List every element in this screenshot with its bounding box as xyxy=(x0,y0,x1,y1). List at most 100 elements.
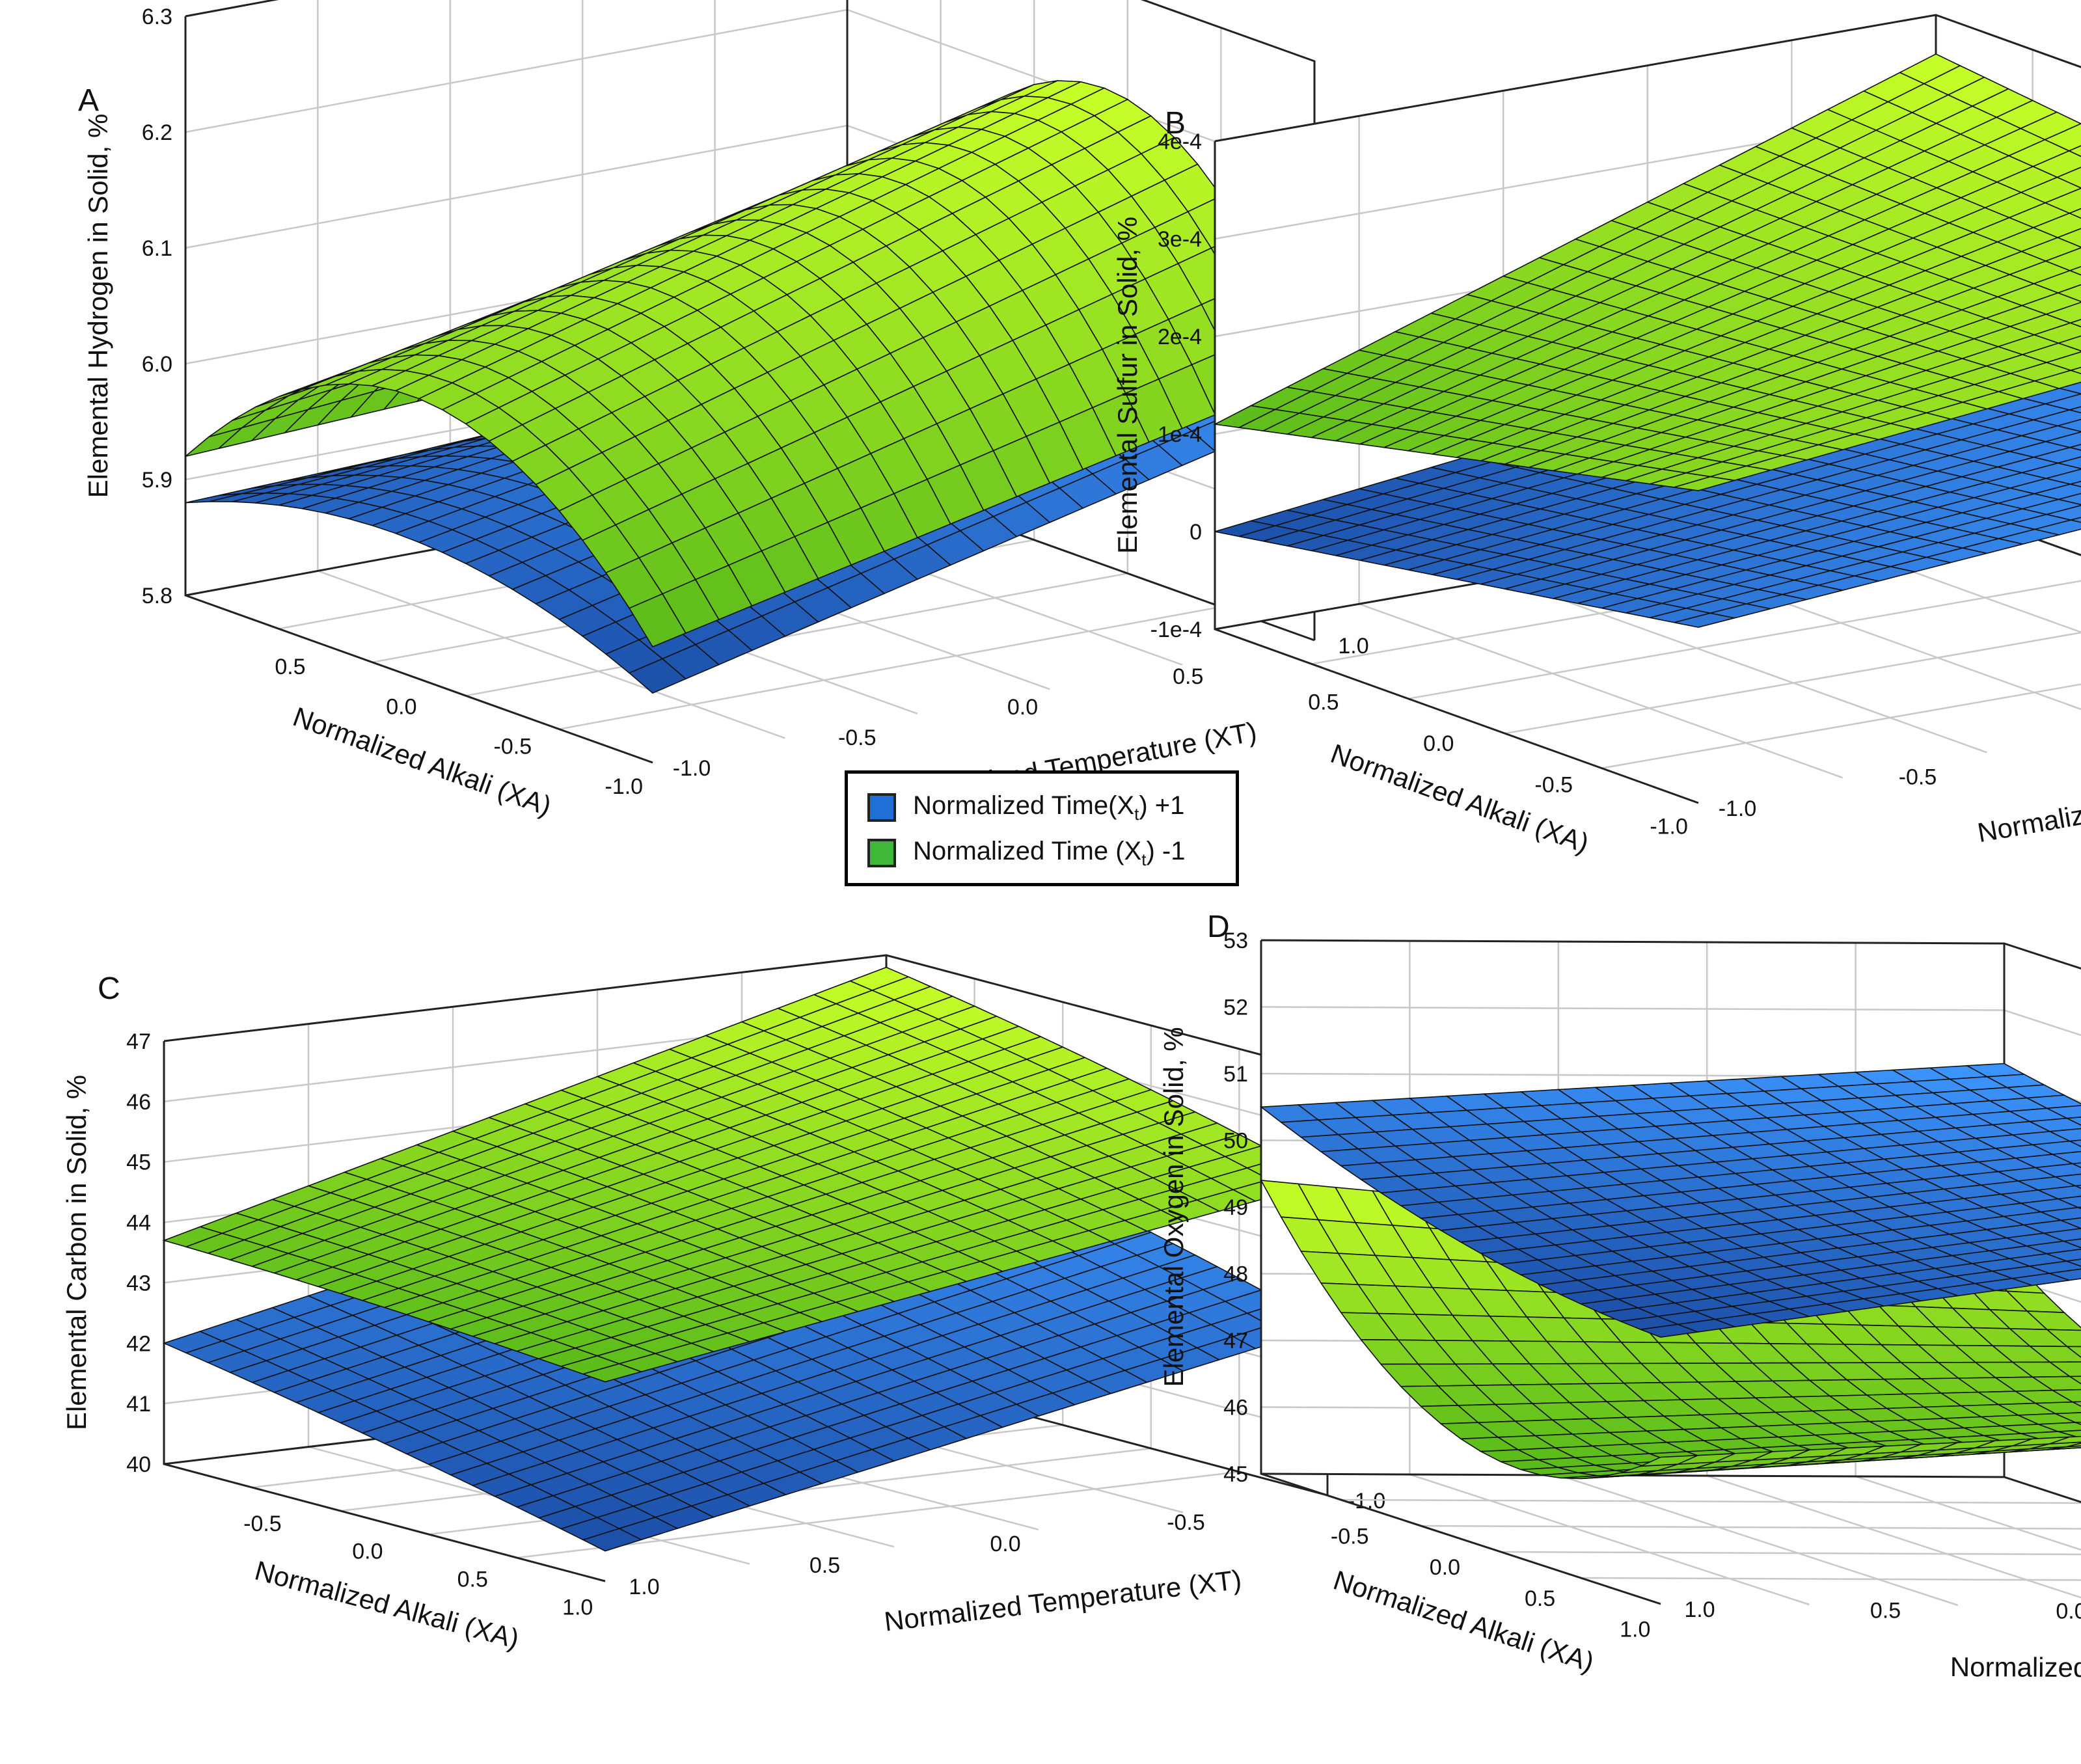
z-axis-title: Elemental Oxygen in Solid, % xyxy=(1158,1027,1189,1387)
z-tick-label: 1e-4 xyxy=(1158,422,1202,447)
y-tick-label: 0.0 xyxy=(1007,695,1038,720)
y-axis-title: Normalized Temperature (XT) xyxy=(882,1564,1243,1637)
z-tick-label: -1e-4 xyxy=(1150,617,1202,642)
x-tick-label: 0.0 xyxy=(1430,1555,1460,1580)
z-tick-label: 46 xyxy=(126,1090,151,1115)
panel-letter: C xyxy=(98,971,120,1006)
z-tick-label: 6.1 xyxy=(142,236,172,261)
y-tick-label: 0.0 xyxy=(990,1532,1020,1556)
floor-gridline xyxy=(1421,1525,2081,1530)
x-tick-label: -1.0 xyxy=(605,774,644,799)
y-tick-label: 1.0 xyxy=(1684,1597,1715,1622)
panel-letter: A xyxy=(78,83,99,118)
surface-patch xyxy=(2068,208,2081,219)
y-tick-label: 0.5 xyxy=(809,1553,840,1578)
z-tick-labels: 45 46 47 48 49 50 51 52 53 -0.5 0.0 0.5 1.0 1.0 0.5 0.0… xyxy=(1223,929,2081,1642)
z-tick-label: 0 xyxy=(1190,520,1202,545)
surface-patch xyxy=(2071,517,2081,523)
surface-patch xyxy=(628,658,687,694)
panel-b-sulfur-chart: -1e-4 0 1e-4 2e-4 3e-4 4e-4 0.5 0.0 -0.5 -1.0 -1.0… xyxy=(1112,14,2081,859)
legend-item-time-plus: Normalized Time(Xt) +1 xyxy=(867,788,1184,827)
floor-gridline xyxy=(1706,1474,2081,1599)
x-tick-label: -0.5 xyxy=(494,735,532,759)
floor-gridline xyxy=(1503,578,1987,753)
z-tick-label: 40 xyxy=(126,1452,151,1477)
y-tick-label: 0.0 xyxy=(2056,1599,2081,1624)
panel-letter: D xyxy=(1207,910,1230,944)
y-tick-label: -0.5 xyxy=(838,726,877,750)
z-tick-label: 47 xyxy=(1223,1329,1248,1353)
z-tick-label: 47 xyxy=(126,1029,151,1054)
y-axis-title: Normalized Temperature (XT) xyxy=(1975,756,2081,848)
legend-label: Normalized Time (Xt) -1 xyxy=(913,836,1186,869)
z-tick-label: 51 xyxy=(1223,1062,1248,1087)
frame-edge xyxy=(1214,14,2081,142)
legend-label: Normalized Time(Xt) +1 xyxy=(913,791,1185,824)
z-tick-labels: 40 41 42 43 44 45 46 47 -0.5 0.0 0.5 1.0 1.0 0.5 0.0 -0… xyxy=(126,1029,1385,1620)
y-tick-label: -1.0 xyxy=(1348,1489,1386,1513)
z-tick-label: 53 xyxy=(1223,929,1248,953)
z-axis-title: Elemental Hydrogen in Solid, % xyxy=(83,114,113,498)
z-tick-label: 2e-4 xyxy=(1158,325,1202,349)
x-tick-label: 1.0 xyxy=(562,1595,593,1620)
x-tick-label: -0.5 xyxy=(1331,1525,1369,1549)
surface-patch xyxy=(581,1528,643,1552)
legend-swatch-green xyxy=(867,839,896,867)
surface-patch xyxy=(2070,480,2081,487)
floor-gridline xyxy=(1409,1473,1810,1606)
surface-patch xyxy=(628,593,687,648)
z-tick-label: 44 xyxy=(126,1211,151,1236)
surface-patch xyxy=(2067,145,2081,157)
y-tick-label: 1.0 xyxy=(629,1575,659,1599)
z-tick-label: 4e-4 xyxy=(1158,129,1202,154)
z-tick-label: 5.8 xyxy=(142,584,172,608)
surface-blue xyxy=(1259,1063,2081,1338)
x-axis-title: Normalized Alkali (XA) xyxy=(1330,1564,1598,1677)
z-tick-label: 6.2 xyxy=(142,120,172,145)
x-tick-label: -0.5 xyxy=(1534,773,1573,798)
floor-gridline xyxy=(1501,1551,2081,1556)
floor-gridline xyxy=(1340,1499,2081,1504)
z-axis-title: Elemental Sulfur in Solid, % xyxy=(1112,217,1143,554)
surface-patch xyxy=(2069,444,2081,451)
y-tick-label: -1.0 xyxy=(1719,796,1757,821)
floor-gridline xyxy=(465,572,1128,697)
legend-item-time-minus: Normalized Time (Xt) -1 xyxy=(867,834,1185,873)
surface-patch xyxy=(1674,476,1735,491)
x-tick-label: -0.5 xyxy=(243,1512,282,1536)
x-tick-label: 0.0 xyxy=(386,694,416,719)
surface-patch xyxy=(1640,1323,1698,1338)
x-tick-label: 0.5 xyxy=(275,655,305,679)
x-tick-label: 1.0 xyxy=(1620,1617,1650,1642)
x-tick-label: 0.0 xyxy=(1423,731,1454,756)
y-tick-label: -0.5 xyxy=(1167,1510,1205,1535)
surface-patch xyxy=(2068,265,2081,276)
floor-gridline xyxy=(1601,683,2081,769)
floor-gridline xyxy=(1581,1577,2081,1581)
surface-patch xyxy=(1640,1454,1698,1467)
z-tick-label: 42 xyxy=(126,1331,151,1356)
surface-patch xyxy=(2069,366,2081,375)
floor-gridline xyxy=(1558,1474,1959,1607)
z-tick-label: 46 xyxy=(1223,1396,1248,1420)
surface-patch xyxy=(1674,612,1735,628)
floor-gridline xyxy=(559,606,1221,730)
z-tick-label: 45 xyxy=(126,1150,151,1175)
z-axis-title: Elemental Carbon in Solid, % xyxy=(61,1075,92,1430)
z-tick-label: 50 xyxy=(1223,1129,1248,1154)
floor-gridline xyxy=(1504,631,2081,735)
z-tick-label: 41 xyxy=(126,1392,151,1417)
legend: Normalized Time(Xt) +1 Normalized Time (… xyxy=(845,770,1239,886)
legend-swatch-blue xyxy=(867,793,896,822)
panel-a-hydrogen-chart: 5.8 5.9 6.0 6.1 6.2 6.3 0.5 0.0 -0.5 -1.0 -1.0 -0.5… xyxy=(78,0,1369,821)
x-tick-label: 0.0 xyxy=(352,1540,383,1564)
x-tick-label: 0.5 xyxy=(1308,690,1339,715)
z-tick-labels: 5.8 5.9 6.0 6.1 6.2 6.3 0.5 0.0 -0.5 -1.0 -1.0 -0.5… xyxy=(142,5,1369,799)
y-tick-label: 0.5 xyxy=(1870,1598,1901,1623)
floor-gridline xyxy=(317,570,785,739)
panel-c-carbon-chart: 40 41 42 43 44 45 46 47 -0.5 0.0 0.5 1.0 1.0 0.5 0.0 -0… xyxy=(61,954,1385,1654)
surface-green xyxy=(185,80,1316,648)
frame-edge xyxy=(1260,939,2081,970)
panel-d-oxygen-chart: 45 46 47 48 49 50 51 52 53 -0.5 0.0 0.5 1.0 1.0 0.5 0.0… xyxy=(1158,910,2081,1684)
